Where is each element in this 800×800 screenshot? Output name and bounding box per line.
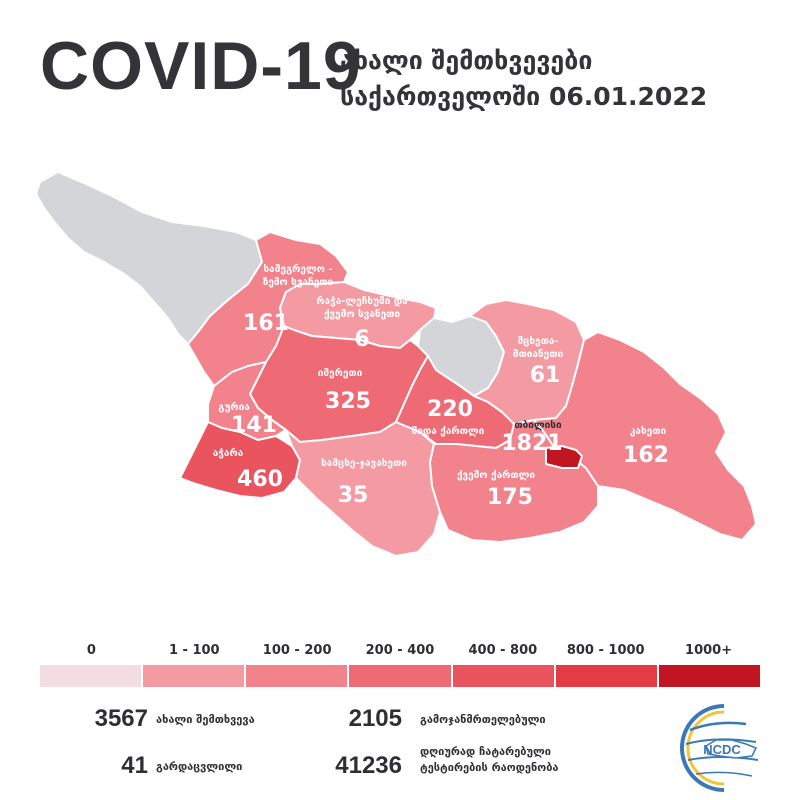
- region-name-samtskhe: სამცხე-ჯავახეთი: [321, 457, 407, 469]
- legend-color-scale: [40, 665, 760, 687]
- legend-swatch: [246, 665, 350, 687]
- region-value-kvemo-kartli: 175: [487, 485, 533, 510]
- region-name-mtskheta: მცხეთა-მთიანეთი: [513, 335, 564, 360]
- georgia-regions-map: სამეგრელო -ზემო სვანეთი 161 რაჭა-ლეჩხუმი…: [34, 170, 757, 557]
- region-name-guria: გურია: [218, 401, 250, 413]
- region-value-kakheti: 162: [623, 443, 669, 468]
- legend-label: 0: [86, 643, 96, 658]
- recovered-count: 2105: [348, 705, 402, 732]
- logo-globe-icon: [680, 704, 759, 792]
- logo-text: NCDC: [703, 742, 741, 757]
- region-name-kakheti: კახეთი: [630, 425, 667, 437]
- map-region-adjara[interactable]: [179, 421, 301, 499]
- map-region-samtskhe[interactable]: [285, 421, 441, 557]
- region-name-adjara: აჭარა: [213, 447, 244, 459]
- legend-label: 200 - 400: [365, 643, 435, 658]
- region-name-racha: რაჭა-ლეჩხუმი და ქვემო სვანეთი: [316, 295, 408, 320]
- legend-label: 1000+: [685, 643, 733, 658]
- legend-label: 400 - 800: [468, 643, 538, 658]
- region-value-shida-kartli: 220: [427, 397, 473, 422]
- legend-labels: 0 1 - 100 100 - 200 200 - 400 400 - 800 800 -…: [40, 643, 760, 659]
- map-region-kakheti[interactable]: [533, 331, 757, 541]
- region-name-tbilisi: თბილისი: [514, 419, 562, 431]
- page-subtitle-line2: საქართველოში 06.01.2022: [340, 82, 708, 111]
- legend-label: 1 - 100: [168, 643, 220, 658]
- tests-label-line2: ტესტირების რაოდენობა: [420, 760, 559, 774]
- region-value-mtskheta: 61: [530, 363, 561, 388]
- page-title: COVID-19: [40, 28, 362, 104]
- region-name-shida-kartli: შიდა ქართლი: [412, 425, 485, 437]
- region-name-samegrelo: სამეგრელო -ზემო სვანეთი: [263, 263, 334, 288]
- region-value-imereti: 325: [325, 389, 371, 414]
- map-region-tbilisi[interactable]: [545, 445, 583, 469]
- region-value-adjara: 460: [237, 467, 283, 492]
- new-cases-label: ახალი შემთხვევა: [156, 713, 255, 726]
- tests-label: დღიურად ჩატარებული ტესტირების რაოდენობა: [420, 744, 558, 776]
- region-value-samegrelo: 161: [243, 311, 289, 336]
- tests-label-line1: დღიურად ჩატარებული: [420, 745, 552, 758]
- ncdc-logo: NCDC: [680, 704, 759, 792]
- region-value-tbilisi: 1821: [501, 431, 562, 456]
- region-value-samtskhe: 35: [338, 483, 369, 508]
- legend-swatch: [555, 665, 659, 687]
- new-cases-count: 3567: [94, 705, 148, 732]
- page-subtitle-line1: ახალი შემთხვევები: [340, 46, 593, 75]
- region-name-kvemo-kartli: ქვემო ქართლი: [457, 469, 535, 481]
- region-value-racha: 6: [354, 327, 369, 352]
- deaths-count: 41: [121, 752, 148, 779]
- recovered-label: გამოჯანმრთელებული: [420, 713, 546, 726]
- region-labels: სამეგრელო -ზემო სვანეთი 161 რაჭა-ლეჩხუმი…: [213, 263, 669, 510]
- legend-swatch: [658, 665, 760, 687]
- legend-swatch: [452, 665, 556, 687]
- tests-count: 41236: [335, 752, 402, 779]
- region-value-guria: 141: [231, 413, 277, 438]
- legend-label: 800 - 1000: [566, 643, 645, 658]
- region-name-imereti: იმერეთი: [318, 367, 363, 379]
- legend-label: 100 - 200: [262, 643, 332, 658]
- deaths-label: გარდაცვლილი: [156, 760, 243, 773]
- legend-swatch: [40, 665, 144, 687]
- legend-swatch: [349, 665, 453, 687]
- legend-swatch: [143, 665, 247, 687]
